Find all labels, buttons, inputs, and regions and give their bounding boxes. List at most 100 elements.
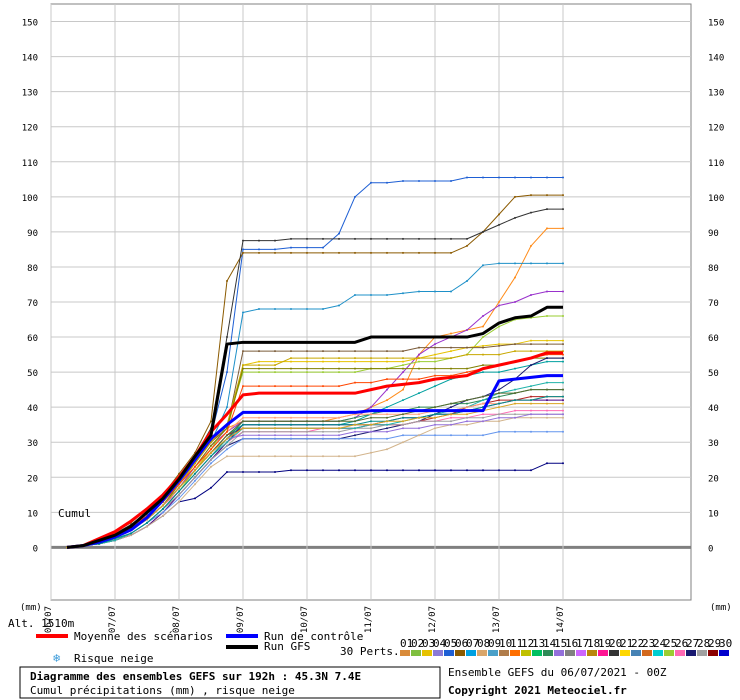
data-point xyxy=(210,486,212,489)
data-point xyxy=(434,343,436,346)
data-point xyxy=(370,420,372,423)
data-point xyxy=(354,427,356,430)
data-point xyxy=(290,246,292,249)
data-point xyxy=(354,251,356,254)
pert-number: 23 xyxy=(642,637,655,650)
data-point xyxy=(546,208,548,211)
data-point xyxy=(514,301,516,303)
data-point xyxy=(258,427,260,430)
data-point xyxy=(226,427,228,430)
data-point xyxy=(482,371,484,374)
data-point xyxy=(258,420,260,423)
data-point xyxy=(290,427,292,430)
data-point xyxy=(258,423,260,426)
data-point xyxy=(418,427,420,430)
data-point xyxy=(546,315,548,318)
pert-number: 10 xyxy=(499,637,512,650)
data-point xyxy=(418,360,420,363)
data-point xyxy=(450,346,452,349)
y-tick-label-right: 80 xyxy=(708,264,719,274)
data-point xyxy=(418,346,420,349)
data-point xyxy=(498,262,500,265)
x-tick-label: 10/07 xyxy=(300,606,310,633)
data-point xyxy=(290,385,292,388)
data-point xyxy=(258,371,260,374)
data-point xyxy=(274,385,276,388)
data-point xyxy=(482,230,484,233)
data-point xyxy=(450,406,452,409)
data-point xyxy=(562,360,564,363)
data-point xyxy=(338,232,340,235)
data-point xyxy=(322,385,324,388)
series-line xyxy=(66,396,563,548)
data-point xyxy=(434,290,436,293)
data-point xyxy=(258,360,260,363)
pert-number: 01 xyxy=(400,637,413,650)
data-point xyxy=(322,246,324,249)
data-point xyxy=(274,434,276,437)
pert-swatch xyxy=(565,650,575,656)
pert-number: 08 xyxy=(477,637,490,650)
pert-swatch xyxy=(488,650,498,656)
pert-number: 18 xyxy=(587,637,600,650)
data-point xyxy=(450,469,452,472)
pert-swatch xyxy=(466,650,476,656)
data-point xyxy=(274,308,276,311)
data-point xyxy=(242,364,244,367)
data-point xyxy=(434,385,436,388)
data-point xyxy=(530,409,532,412)
data-point xyxy=(514,430,516,433)
data-point xyxy=(386,469,388,472)
pert-number: 13 xyxy=(532,637,545,650)
data-point xyxy=(210,444,212,447)
data-point xyxy=(450,180,452,183)
data-point xyxy=(242,248,244,251)
series-line-mean xyxy=(66,351,563,549)
data-point xyxy=(402,469,404,472)
data-point xyxy=(546,409,548,412)
data-point xyxy=(514,416,516,419)
data-point xyxy=(242,471,244,474)
y-tick-label-right: 10 xyxy=(708,509,719,519)
y-tick-labels: 0 0 10 10 20 20 30 30 40 40 50 50 60 60 70 70 80 80 90 90 10… xyxy=(22,19,725,555)
data-point xyxy=(274,437,276,440)
y-tick-label-right: 0 xyxy=(708,544,713,554)
data-point xyxy=(258,471,260,474)
data-point xyxy=(482,420,484,423)
data-point xyxy=(386,360,388,363)
data-point xyxy=(450,434,452,437)
data-point xyxy=(338,416,340,419)
data-point xyxy=(354,416,356,419)
data-point xyxy=(546,357,548,360)
data-point xyxy=(242,311,244,314)
data-point xyxy=(402,371,404,374)
y-tick-label-left: 20 xyxy=(27,474,38,484)
y-tick-label-right: 20 xyxy=(708,474,719,484)
legend-mean: Moyenne des scénarios xyxy=(74,630,213,643)
data-point xyxy=(466,416,468,419)
data-point xyxy=(498,304,500,307)
data-point xyxy=(498,406,500,409)
pert-number: 15 xyxy=(554,637,567,650)
data-point xyxy=(514,413,516,416)
y-tick-label-right: 120 xyxy=(708,124,724,134)
data-point xyxy=(386,357,388,360)
data-point xyxy=(258,248,260,251)
data-point xyxy=(466,353,468,356)
data-point xyxy=(194,476,196,479)
data-point xyxy=(210,465,212,468)
data-point xyxy=(530,416,532,419)
pert-swatch xyxy=(587,650,597,656)
data-point xyxy=(418,353,420,356)
data-point xyxy=(482,353,484,356)
data-point xyxy=(466,237,468,240)
data-point xyxy=(546,194,548,197)
data-point xyxy=(162,511,164,514)
data-point xyxy=(466,244,468,247)
data-point xyxy=(274,427,276,430)
data-point xyxy=(338,469,340,472)
data-point xyxy=(482,336,484,339)
y-tick-label-left: 130 xyxy=(22,89,38,99)
data-point xyxy=(546,262,548,265)
data-point xyxy=(386,378,388,381)
